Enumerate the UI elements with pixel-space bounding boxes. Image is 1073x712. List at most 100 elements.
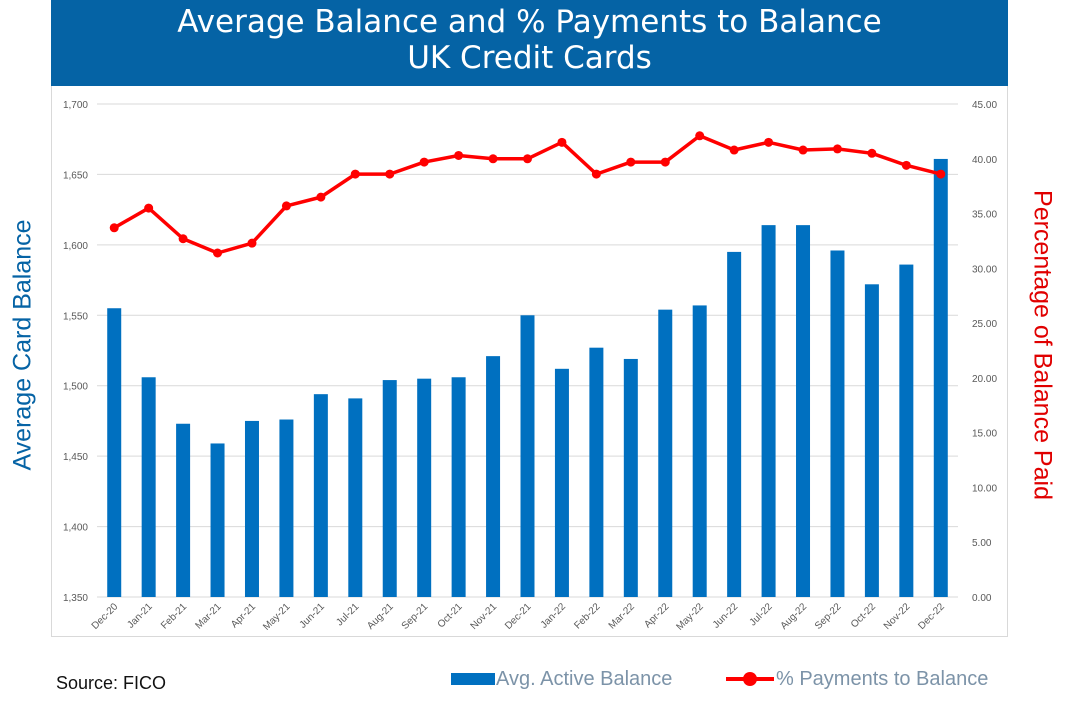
x-tick-label: Jan-21	[125, 601, 155, 631]
bar	[244, 420, 259, 597]
bar	[520, 315, 535, 597]
chart-title-line-2: UK Credit Cards	[407, 40, 652, 76]
payments-point	[523, 154, 532, 164]
payments-point	[557, 137, 567, 147]
bar	[933, 158, 948, 598]
payments-point	[454, 150, 464, 160]
x-tick-label: Feb-21	[159, 601, 189, 631]
x-tick-label: Sep-22	[813, 601, 844, 632]
bar	[313, 394, 328, 597]
left-tick-label: 1,550	[63, 311, 88, 322]
x-tick-label: Jul-22	[748, 601, 775, 628]
bar	[107, 308, 122, 597]
bar	[451, 377, 466, 597]
x-tick-label: Oct-21	[436, 601, 465, 630]
legend-label-balance: Avg. Active Balance	[496, 667, 673, 690]
bar	[796, 225, 811, 597]
legend-label-payments: % Payments to Balance	[776, 667, 989, 690]
payments-point	[350, 169, 360, 179]
payments-point	[901, 160, 911, 170]
payments-point	[660, 157, 670, 167]
bar	[589, 347, 604, 597]
payments-point	[936, 169, 946, 179]
right-tick-label: 5.00	[972, 538, 992, 549]
x-tick-label: Jan-22	[539, 601, 569, 631]
x-tick-label: Jun-21	[298, 601, 328, 631]
right-tick-label: 30.00	[972, 264, 997, 275]
left-tick-label: 1,700	[63, 100, 88, 111]
payments-point	[316, 192, 326, 202]
bar	[692, 305, 707, 597]
payments-point	[626, 157, 636, 167]
bar	[210, 443, 225, 597]
right-tick-label: 20.00	[972, 374, 997, 385]
legend-item-balance: Avg. Active Balance	[451, 667, 672, 691]
left-tick-label: 1,500	[63, 382, 88, 393]
x-tick-label: Aug-22	[779, 601, 810, 632]
bar	[761, 225, 776, 597]
x-tick-label: Dec-20	[90, 601, 121, 632]
right-tick-label: 10.00	[972, 483, 997, 494]
bar	[658, 309, 673, 597]
bar	[830, 250, 845, 597]
bar	[382, 380, 397, 597]
x-tick-label: Jul-21	[334, 601, 361, 628]
bar	[727, 251, 742, 597]
bar	[141, 377, 156, 597]
payments-point	[695, 131, 705, 141]
right-tick-label: 25.00	[972, 319, 997, 330]
payments-point	[591, 169, 601, 179]
payments-point	[764, 137, 774, 147]
payments-point	[247, 238, 257, 248]
bar	[623, 358, 638, 597]
bar	[864, 284, 879, 597]
left-axis-label: Average Card Balance	[8, 219, 37, 471]
right-tick-label: 45.00	[972, 100, 997, 111]
left-tick-label: 1,650	[63, 170, 88, 181]
plot-frame	[51, 86, 1008, 637]
left-tick-label: 1,400	[63, 523, 88, 534]
bar	[279, 419, 294, 597]
left-tick-label: 1,350	[63, 593, 88, 604]
x-tick-label: Apr-22	[642, 601, 671, 630]
right-tick-label: 35.00	[972, 210, 997, 221]
payments-point	[488, 154, 498, 164]
bar	[486, 356, 501, 597]
payments-point	[213, 248, 223, 258]
x-tick-label: May-21	[261, 601, 293, 633]
payments-point	[798, 145, 808, 155]
left-tick-label: 1,450	[63, 452, 88, 463]
payments-point	[832, 144, 842, 154]
legend-bar-swatch	[451, 673, 495, 685]
payments-point	[109, 223, 119, 233]
payments-point	[385, 169, 395, 179]
x-tick-label: Dec-22	[916, 601, 947, 632]
bar	[554, 368, 569, 597]
x-tick-label: Feb-22	[572, 601, 602, 631]
bar	[899, 264, 914, 597]
x-tick-label: Oct-22	[849, 601, 878, 630]
bar	[348, 398, 363, 597]
chart-title-banner: Average Balance and % Payments to Balanc…	[51, 0, 1008, 86]
x-tick-label: Dec-21	[503, 601, 534, 632]
right-tick-label: 0.00	[972, 593, 992, 604]
source-note: Source: FICO	[56, 673, 167, 693]
bar	[176, 423, 191, 597]
payments-point	[281, 201, 291, 211]
x-tick-label: May-22	[674, 601, 706, 633]
legend-item-payments: % Payments to Balance	[726, 667, 988, 691]
x-tick-label: Apr-21	[229, 601, 258, 630]
x-tick-label: Jun-22	[711, 601, 741, 631]
right-tick-label: 15.00	[972, 429, 997, 440]
payments-point	[419, 157, 429, 167]
x-tick-label: Nov-22	[882, 601, 913, 632]
payments-point	[867, 148, 877, 158]
payments-point	[729, 145, 739, 155]
payments-point	[144, 203, 154, 213]
x-tick-label: Sep-21	[400, 601, 431, 632]
right-axis-label: Percentage of Balance Paid	[1028, 190, 1057, 500]
x-tick-label: Mar-22	[607, 601, 637, 631]
x-tick-label: Mar-21	[193, 601, 223, 631]
bar	[417, 378, 432, 597]
